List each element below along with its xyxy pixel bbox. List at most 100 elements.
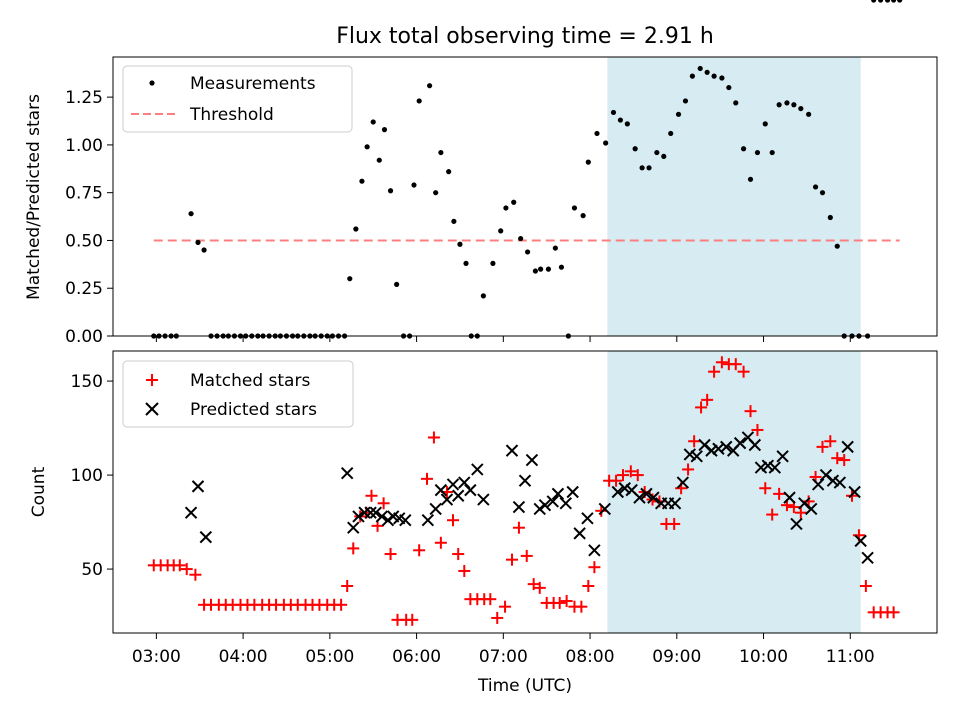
measurement-point — [370, 119, 376, 125]
measurement-point — [646, 165, 652, 171]
measurement-point — [594, 130, 600, 137]
measurement-point — [639, 165, 645, 171]
matched-star-point — [505, 553, 518, 566]
matched-star-point — [794, 506, 807, 519]
measurement-point — [798, 105, 804, 112]
matched-star-point — [773, 487, 786, 500]
predicted-star-point — [434, 483, 448, 497]
predicted-star-point — [581, 512, 594, 525]
matched-star-point — [434, 536, 447, 549]
x-tick-label: 06:00 — [392, 647, 441, 667]
measurement-point — [353, 226, 359, 232]
matched-star-point — [816, 440, 829, 453]
predicted-star-point — [477, 493, 490, 506]
measurement-point — [558, 264, 565, 270]
predicted-star-point — [566, 485, 579, 499]
predicted-star-point — [452, 489, 465, 502]
predicted-star-point — [826, 474, 840, 487]
x-tick-label: 04:00 — [219, 647, 268, 667]
legend-predicted-marker — [145, 402, 159, 416]
measurement-point — [394, 281, 400, 288]
predicted-star-point — [705, 444, 718, 457]
bottom-x-axis-ticks: 03:00 04:00 05:00 06:00 07:00 08:00 09:00 10:00… — [132, 633, 875, 667]
measurement-point — [503, 205, 509, 211]
top-legend-box — [122, 65, 353, 133]
matched-star-point — [560, 595, 573, 608]
top-y-tick-label: 0.50 — [65, 231, 103, 251]
measurement-point — [834, 243, 840, 249]
measurement-point — [480, 293, 486, 299]
predicted-star-point — [381, 513, 395, 527]
measurement-point — [624, 121, 630, 127]
measurement-point — [426, 83, 433, 89]
predicted-star-point — [399, 513, 412, 527]
predicted-star-point — [364, 506, 377, 519]
matched-star-point — [624, 465, 637, 478]
predicted-star-point — [647, 491, 660, 504]
measurement-point — [812, 184, 819, 190]
matched-star-point — [427, 431, 440, 444]
matched-star-point — [759, 482, 772, 495]
measurement-point — [740, 146, 747, 152]
matched-star-point — [335, 598, 348, 611]
x-tick-label: 03:00 — [132, 647, 181, 667]
measurement-point — [871, 0, 877, 3]
matched-star-point — [688, 435, 701, 448]
predicted-star-point — [184, 506, 198, 519]
predicted-star-point — [676, 476, 690, 489]
measurement-point — [769, 149, 775, 156]
predicted-star-point — [790, 517, 803, 531]
measurement-point — [433, 190, 439, 196]
top-y-tick-label: 0.75 — [65, 184, 103, 204]
predicted-star-point — [768, 461, 782, 474]
measurement-point — [603, 140, 609, 146]
matched-star-point — [831, 452, 844, 465]
top-shaded-span — [607, 57, 861, 336]
predicted-star-point — [668, 497, 682, 510]
bottom-y-tick-label: 50 — [81, 560, 103, 580]
matched-star-point — [377, 497, 390, 510]
top-x-axis-ticks — [155, 336, 851, 342]
matched-star-point — [588, 561, 601, 574]
matched-star-point — [859, 580, 872, 592]
predicted-star-point — [690, 450, 703, 463]
top-y-axis-ticks: 0.00 0.25 0.50 0.75 1.00 1.25 — [65, 88, 113, 347]
measurement-point — [359, 178, 365, 184]
predicted-star-point — [776, 450, 789, 463]
predicted-star-point — [720, 440, 733, 454]
predicted-star-point — [854, 534, 867, 548]
matched-star-point — [447, 514, 460, 527]
bottom-y-axis-ticks: 50 100 150 — [71, 372, 113, 580]
measurement-point — [201, 247, 207, 253]
predicted-star-point — [533, 502, 546, 516]
matched-star-point — [887, 606, 900, 619]
matched-star-point — [533, 581, 546, 594]
predicted-star-point — [573, 527, 586, 540]
measurement-point — [776, 102, 782, 108]
matched-star-point — [708, 365, 721, 378]
predicted-star-point — [811, 478, 825, 491]
measurement-point — [632, 146, 638, 152]
measurement-point — [457, 241, 463, 247]
bottom-y-tick-label: 100 — [71, 466, 103, 486]
measurement-point — [438, 149, 444, 156]
predicted-star-point — [551, 487, 565, 501]
measurement-point — [754, 149, 761, 156]
measurement-point — [733, 100, 739, 106]
measurement-point — [364, 144, 370, 150]
predicted-star-point — [833, 476, 847, 489]
measurement-point — [195, 239, 201, 245]
measurement-point — [878, 0, 884, 3]
measurement-point — [511, 199, 517, 205]
matched-star-point — [824, 435, 837, 448]
top-measurement-points — [151, 0, 903, 339]
predicted-star-point — [421, 513, 435, 527]
predicted-star-point — [525, 453, 539, 467]
predicted-star-point — [598, 502, 612, 516]
bottom-legend: Matched stars Predicted stars — [122, 360, 354, 428]
predicted-star-point — [783, 491, 796, 504]
measurement-point — [806, 111, 812, 117]
predicted-star-point — [559, 497, 572, 510]
measurement-point — [784, 100, 790, 106]
